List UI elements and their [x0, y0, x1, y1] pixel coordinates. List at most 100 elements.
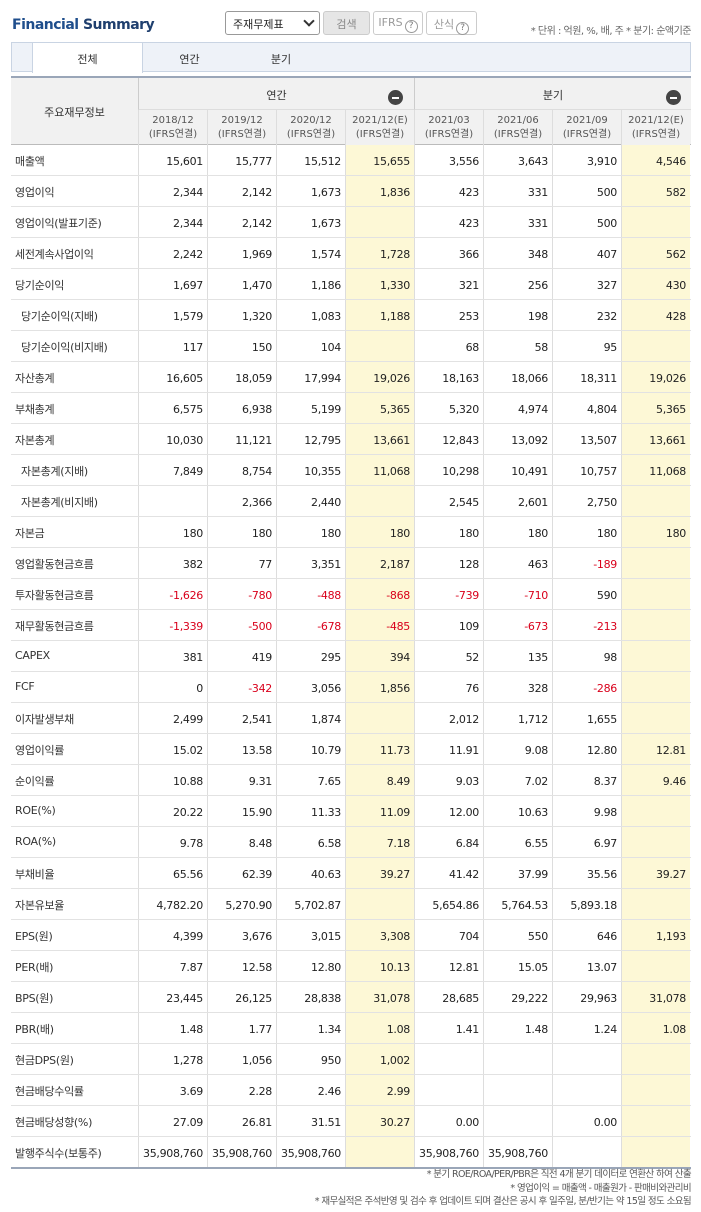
row-label[interactable]: 자본총계(비지배): [21, 496, 98, 509]
financial-summary-table: 주요재무정보 연간 분기 2018/12 (IFRS연결) 2019/12 (IFRS…: [11, 76, 691, 1169]
footnote: * 재무실적은 주석반영 및 검수 후 업데이트 되며 결산은 공시 후 일주일…: [314, 1196, 692, 1207]
table-header: 주요재무정보 연간 분기 2018/12 (IFRS연결) 2019/12 (IFRS…: [11, 78, 691, 145]
table-cell: 180: [276, 517, 345, 547]
footnote: * 영업이익 = 매출액 - 매출원가 - 판매비와관리비: [510, 1182, 691, 1194]
row-label[interactable]: 이자발생부채: [15, 713, 74, 726]
table-cell: 10,757: [552, 455, 621, 485]
table-cell: 15.02: [138, 734, 207, 764]
table-cell: -868: [345, 579, 414, 609]
row-label[interactable]: EPS(원): [15, 930, 53, 943]
collapse-quarter-icon[interactable]: [666, 90, 681, 105]
table-row: BPS(원) 23,445 26,125 28,838 31,078 28,685 29,2…: [11, 982, 691, 1013]
row-label[interactable]: ROA(%): [15, 835, 56, 848]
table-cell: 26.81: [207, 1106, 276, 1136]
table-cell: 10,298: [414, 455, 483, 485]
row-label[interactable]: 현금배당수익률: [15, 1085, 84, 1098]
table-cell: 1,712: [483, 703, 552, 733]
row-label[interactable]: 발행주식수(보통주): [15, 1147, 102, 1160]
row-label[interactable]: PER(배): [15, 961, 54, 974]
table-cell: 7.65: [276, 765, 345, 795]
table-cell: 28,685: [414, 982, 483, 1012]
row-label[interactable]: 재무활동현금흐름: [15, 620, 94, 633]
table-cell: [138, 486, 207, 516]
row-label[interactable]: 현금DPS(원): [15, 1054, 74, 1067]
column-basis: (IFRS연결): [631, 129, 681, 140]
table-cell: 6,938: [207, 393, 276, 423]
row-label[interactable]: 순이익률: [15, 775, 55, 788]
table-cell: 1.48: [483, 1013, 552, 1043]
toolbar: Financial Summary 주재무제표 검색 IFRS? 산식? * 단…: [0, 0, 701, 42]
table-cell: 18,163: [414, 362, 483, 392]
row-label[interactable]: 자본총계(지배): [21, 465, 88, 478]
table-cell: 2.46: [276, 1075, 345, 1105]
table-cell: 366: [414, 238, 483, 268]
table-row: 세전계속사업이익 2,242 1,969 1,574 1,728 366 348 407 562: [11, 238, 691, 269]
row-label[interactable]: 매출액: [15, 155, 45, 168]
row-label[interactable]: 세전계속사업이익: [15, 248, 94, 261]
table-cell: 9.98: [552, 796, 621, 826]
tab-quarterly[interactable]: 분기: [270, 53, 292, 66]
table-row: 투자활동현금흐름 -1,626 -780 -488 -868 -739 -710 590: [11, 579, 691, 610]
table-cell: 0.00: [552, 1106, 621, 1136]
row-label[interactable]: 자본유보율: [15, 899, 65, 912]
row-label[interactable]: 투자활동현금흐름: [15, 589, 94, 602]
row-label[interactable]: 부채총계: [15, 403, 55, 416]
help-icon: ?: [404, 20, 418, 33]
table-cell: 12.58: [207, 951, 276, 981]
search-button[interactable]: 검색: [323, 11, 370, 35]
formula-help-button[interactable]: 산식?: [426, 11, 477, 35]
table-row: 발행주식수(보통주) 35,908,760 35,908,760 35,908,760…: [11, 1137, 691, 1168]
table-cell: 10,491: [483, 455, 552, 485]
row-label[interactable]: 영업이익률: [15, 744, 65, 757]
table-cell: [621, 827, 690, 857]
row-label[interactable]: 당기순이익(비지배): [21, 341, 108, 354]
tab-annual[interactable]: 연간: [179, 53, 200, 66]
table-cell: 3,015: [276, 920, 345, 950]
row-label[interactable]: 부채비율: [15, 868, 55, 881]
table-cell: 331: [483, 207, 552, 237]
table-cell: 37.99: [483, 858, 552, 888]
table-cell: 3,056: [276, 672, 345, 702]
table-cell: 1,697: [138, 269, 207, 299]
tab-all[interactable]: 전체: [32, 43, 143, 73]
row-label[interactable]: 당기순이익(지배): [21, 310, 98, 323]
ifrs-help-button[interactable]: IFRS?: [373, 11, 423, 35]
row-label[interactable]: 당기순이익: [15, 279, 65, 292]
table-row: PER(배) 7.87 12.58 12.80 10.13 12.81 15.05 13.07: [11, 951, 691, 982]
table-cell: 62.39: [207, 858, 276, 888]
table-row: 당기순이익(비지배) 117 150 104 68 58 95: [11, 331, 691, 362]
table-cell: 2.99: [345, 1075, 414, 1105]
row-label[interactable]: BPS(원): [15, 992, 54, 1005]
table-cell: 5,654.86: [414, 889, 483, 919]
column-period: 2020/12: [290, 115, 332, 126]
column-basis: (IFRS연결): [562, 129, 612, 140]
row-label[interactable]: 현금배당성향(%): [15, 1116, 93, 1129]
row-label[interactable]: CAPEX: [15, 649, 50, 662]
table-cell: 10,355: [276, 455, 345, 485]
row-label[interactable]: 영업이익(발표기준): [15, 217, 102, 230]
row-label[interactable]: FCF: [15, 680, 35, 693]
table-cell: 704: [414, 920, 483, 950]
table-cell: 348: [483, 238, 552, 268]
column-period: 2018/12: [152, 115, 194, 126]
table-cell: -739: [414, 579, 483, 609]
row-label[interactable]: PBR(배): [15, 1023, 54, 1036]
column-header: 2018/12 (IFRS연결): [138, 110, 207, 145]
table-cell: 582: [621, 176, 690, 206]
row-label[interactable]: 자산총계: [15, 372, 55, 385]
footnotes: * 분기 ROE/ROA/PER/PBR은 직전 4개 분기 데이터로 연환산 …: [314, 1168, 692, 1209]
statement-type-select[interactable]: 주재무제표: [225, 11, 320, 35]
table-cell: [621, 703, 690, 733]
table-cell: 12.81: [414, 951, 483, 981]
row-label[interactable]: 자본금: [15, 527, 45, 540]
row-label[interactable]: 영업활동현금흐름: [15, 558, 94, 571]
row-label[interactable]: 자본총계: [15, 434, 55, 447]
collapse-annual-icon[interactable]: [388, 90, 403, 105]
row-label[interactable]: ROE(%): [15, 804, 56, 817]
table-cell: 19,026: [621, 362, 690, 392]
table-cell: 35,908,760: [207, 1137, 276, 1167]
table-cell: 5,320: [414, 393, 483, 423]
row-label[interactable]: 영업이익: [15, 186, 55, 199]
table-cell: 5,893.18: [552, 889, 621, 919]
table-cell: 2,242: [138, 238, 207, 268]
